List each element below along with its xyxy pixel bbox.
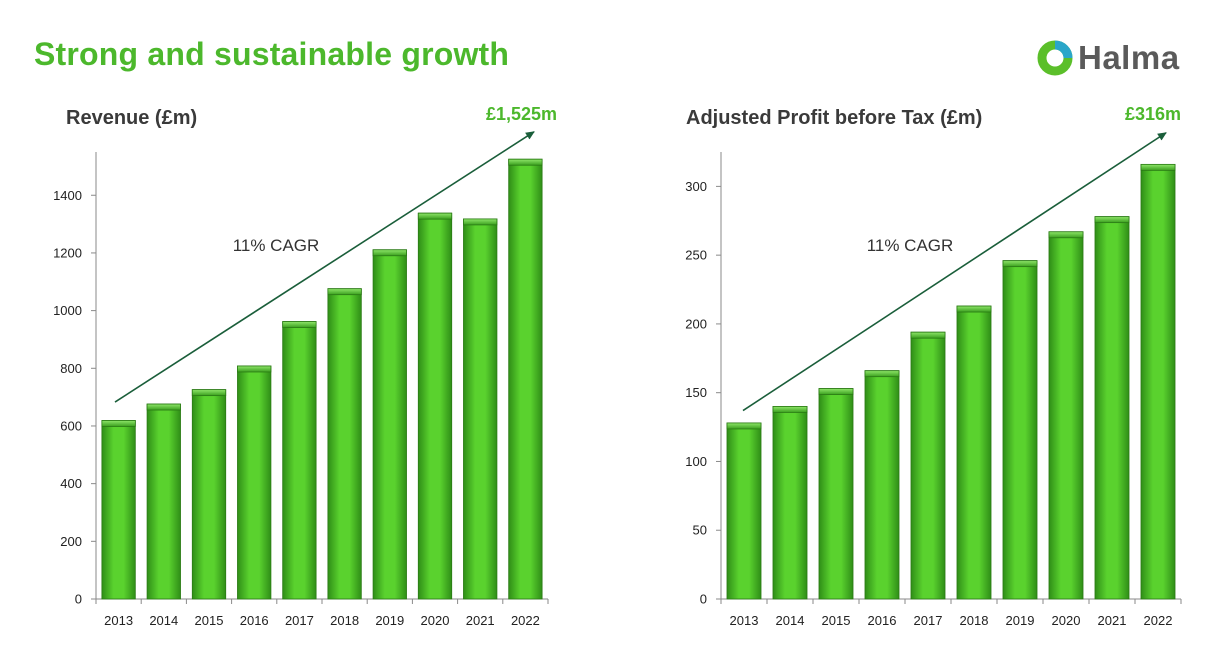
revenue-y-tick-label: 600 [60, 418, 82, 433]
profit-bar-cap [910, 331, 946, 339]
revenue-x-tick-label: 2017 [285, 613, 314, 628]
profit-bar-cap [1140, 163, 1176, 171]
profit-y-tick-label: 100 [685, 454, 707, 469]
halma-ring-logo-icon [1037, 40, 1073, 76]
revenue-x-tick-label: 2015 [195, 613, 224, 628]
profit-bar-cap [726, 422, 762, 430]
revenue-x-tick-label: 2014 [149, 613, 178, 628]
revenue-y-tick-label: 1400 [53, 188, 82, 203]
revenue-cagr-label: 11% CAGR [233, 236, 320, 255]
profit-y-tick-label: 250 [685, 248, 707, 263]
revenue-bar [237, 365, 272, 600]
profit-bar [818, 388, 854, 600]
revenue-x-tick-label: 2021 [466, 613, 495, 628]
profit-cagr-label: 11% CAGR [867, 236, 954, 255]
revenue-bar-cap [101, 420, 136, 427]
profit-bar-cap [1048, 231, 1084, 239]
profit-chart-title: Adjusted Profit before Tax (£m) [686, 107, 983, 129]
revenue-bar-cap [372, 249, 407, 257]
slide-title: Strong and sustainable growth [34, 36, 510, 72]
revenue-bar [463, 218, 498, 600]
revenue-x-tick-label: 2022 [511, 613, 540, 628]
revenue-y-tick-label: 200 [60, 534, 82, 549]
profit-y-tick-label: 300 [685, 179, 707, 194]
profit-bar [910, 331, 946, 600]
revenue-bar-cap [237, 365, 272, 373]
profit-x-tick-label: 2013 [730, 613, 759, 628]
revenue-bar [508, 158, 543, 600]
revenue-bar-cap [417, 212, 453, 220]
profit-end-label: £316m [1125, 104, 1182, 124]
profit-y-tick-label: 200 [685, 316, 707, 331]
revenue-x-tick-label: 2018 [330, 613, 359, 628]
profit-x-tick-label: 2017 [914, 613, 943, 628]
profit-bar-cap [956, 305, 992, 313]
profit-bar [1140, 163, 1176, 600]
revenue-trend-arrow [114, 131, 535, 403]
profit-x-tick-label: 2019 [1006, 613, 1035, 628]
revenue-chart: 0 200 400 600 800 1000 1200 1400 2013 2014 2015 201… [53, 131, 549, 628]
revenue-bar [327, 288, 362, 600]
revenue-bar [417, 212, 453, 600]
profit-bar [956, 305, 992, 600]
profit-x-tick-label: 2020 [1052, 613, 1081, 628]
logo-text: Halma [1078, 39, 1180, 76]
revenue-bar [191, 389, 227, 600]
revenue-y-tick-label: 1000 [53, 303, 82, 318]
revenue-x-tick-label: 2013 [104, 613, 133, 628]
revenue-bar-cap [191, 389, 227, 397]
revenue-x-tick-label: 2020 [421, 613, 450, 628]
revenue-bar-cap [282, 321, 317, 328]
profit-bar [1094, 216, 1130, 600]
revenue-x-tick-label: 2019 [375, 613, 404, 628]
revenue-x-tick-label: 2016 [240, 613, 269, 628]
revenue-bar [146, 403, 181, 600]
revenue-bar-cap [463, 218, 498, 226]
profit-y-tick-label: 50 [693, 523, 707, 538]
revenue-y-tick-label: 400 [60, 476, 82, 491]
revenue-bar-cap [146, 403, 181, 411]
revenue-bar [101, 420, 136, 600]
revenue-bar-cap [327, 288, 362, 296]
revenue-bar [372, 249, 407, 600]
profit-bar-cap [772, 406, 808, 413]
profit-x-tick-label: 2014 [776, 613, 805, 628]
profit-bar-cap [1002, 260, 1038, 268]
profit-bar-cap [818, 388, 854, 395]
revenue-bar [282, 321, 317, 600]
profit-bar [772, 406, 808, 600]
profit-chart: 0 50 100 150 200 250 300 2013 2014 2015 2016 2017 20… [685, 132, 1182, 628]
revenue-end-label: £1,525m [486, 104, 558, 124]
revenue-chart-title: Revenue (£m) [66, 107, 198, 129]
profit-x-tick-label: 2016 [868, 613, 897, 628]
profit-bar [1002, 260, 1038, 600]
revenue-bar-cap [508, 158, 543, 166]
profit-trend-arrow [742, 132, 1167, 412]
profit-x-tick-label: 2018 [960, 613, 989, 628]
profit-bar-cap [864, 370, 900, 378]
profit-x-tick-label: 2015 [822, 613, 851, 628]
revenue-y-tick-label: 0 [75, 592, 82, 607]
profit-y-tick-label: 150 [685, 385, 707, 400]
halma-logo: Halma [1036, 38, 1180, 78]
revenue-y-tick-label: 1200 [53, 245, 82, 260]
profit-bar [864, 370, 900, 600]
profit-y-tick-label: 0 [700, 592, 707, 607]
revenue-y-tick-label: 800 [60, 361, 82, 376]
profit-bar-cap [1094, 216, 1130, 224]
profit-x-tick-label: 2022 [1144, 613, 1173, 628]
profit-bar [1048, 231, 1084, 600]
profit-bar [726, 422, 762, 600]
profit-x-tick-label: 2021 [1098, 613, 1127, 628]
